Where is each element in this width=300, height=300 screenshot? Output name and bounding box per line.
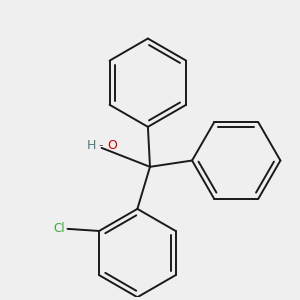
Text: Cl: Cl (54, 222, 65, 236)
Text: H: H (87, 139, 97, 152)
Text: O: O (107, 139, 117, 152)
Text: -: - (98, 139, 103, 152)
